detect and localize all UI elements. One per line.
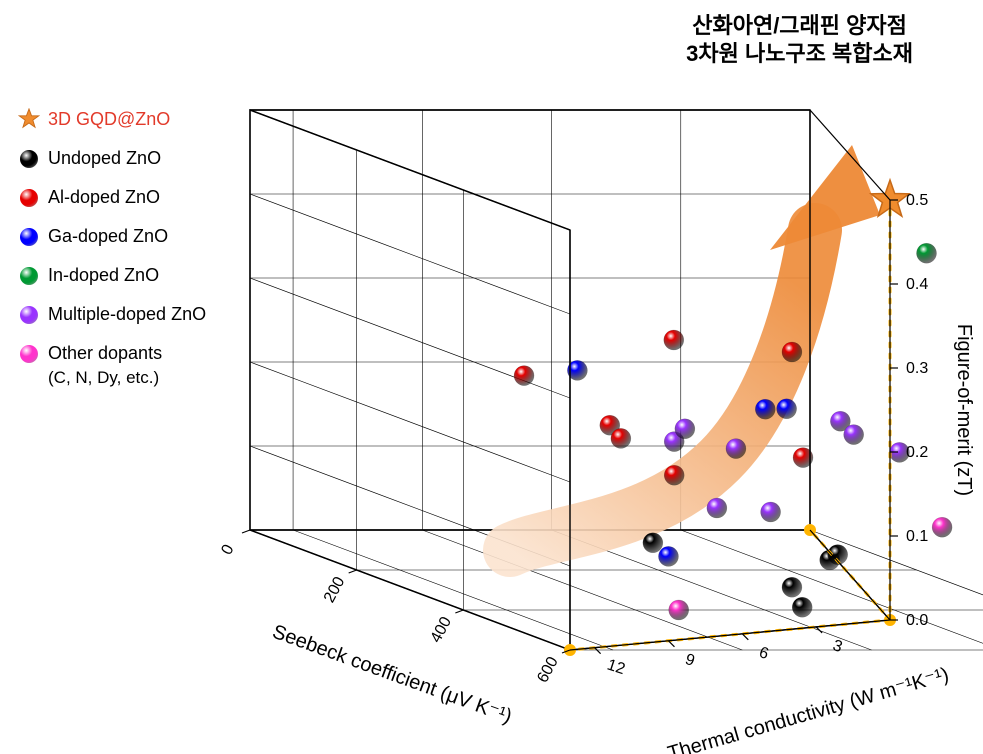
y-tick-label: 9 xyxy=(683,651,697,670)
sphere-icon xyxy=(18,267,40,285)
data-point xyxy=(669,600,689,620)
z-tick-label: 0.1 xyxy=(906,528,928,545)
legend-item-sublabel: (C, N, Dy, etc.) xyxy=(48,368,206,388)
data-point xyxy=(707,498,727,518)
legend-star-label: 3D GQD@ZnO xyxy=(48,109,170,130)
sphere-icon xyxy=(18,345,40,363)
y-tick-label: 6 xyxy=(757,644,771,663)
data-point xyxy=(643,533,663,553)
data-point xyxy=(761,502,781,522)
legend-item: Undoped ZnO xyxy=(18,148,206,169)
legend-item: Other dopants xyxy=(18,343,206,364)
data-point xyxy=(777,399,797,419)
data-point xyxy=(932,517,952,537)
data-point xyxy=(675,419,695,439)
z-tick-label: 0.2 xyxy=(906,444,928,461)
x-tick-label: 600 xyxy=(534,654,562,686)
legend-item: In-doped ZnO xyxy=(18,265,206,286)
y-tick-label: 3 xyxy=(831,637,845,656)
sphere-icon xyxy=(18,150,40,168)
data-point xyxy=(658,546,678,566)
z-tick-label: 0.4 xyxy=(906,276,928,293)
scatter-3d-plot: 0 200 400 600 3 6 9 12 0.0 0.1 0.2 0.3 0.4 0.5 Seebec… xyxy=(190,60,970,740)
legend-item-label: Undoped ZnO xyxy=(48,148,161,169)
data-point xyxy=(792,597,812,617)
y-tick-label: 12 xyxy=(605,657,627,679)
y-axis-label: Thermal conductivity (W m⁻¹K⁻¹) xyxy=(665,664,951,754)
data-point xyxy=(917,243,937,263)
data-point xyxy=(755,399,775,419)
korean-title: 산화아연/그래핀 양자점 3차원 나노구조 복합소재 xyxy=(686,12,913,67)
x-tick-label: 0 xyxy=(218,542,237,558)
z-axis-label: Figure-of-merit (zT) xyxy=(953,324,975,496)
legend-item: Multiple-doped ZnO xyxy=(18,304,206,325)
legend-item-label: In-doped ZnO xyxy=(48,265,159,286)
legend-star-row: 3D GQD@ZnO xyxy=(18,108,206,130)
data-point xyxy=(782,342,802,362)
z-tick-label: 0.0 xyxy=(906,612,928,629)
legend-item: Ga-doped ZnO xyxy=(18,226,206,247)
data-point xyxy=(844,425,864,445)
x-tick-label: 200 xyxy=(321,574,349,606)
sphere-icon xyxy=(18,189,40,207)
x-axis-label: Seebeck coefficient (μV K⁻¹) xyxy=(269,621,514,728)
data-point xyxy=(782,577,802,597)
legend-item-label: Ga-doped ZnO xyxy=(48,226,168,247)
legend-item-label: Multiple-doped ZnO xyxy=(48,304,206,325)
sphere-icon xyxy=(18,228,40,246)
legend-item-label: Other dopants xyxy=(48,343,162,364)
sphere-icon xyxy=(18,306,40,324)
x-tick-label: 400 xyxy=(428,614,456,646)
data-point xyxy=(726,439,746,459)
korean-title-line1: 산화아연/그래핀 양자점 xyxy=(686,12,913,40)
data-point xyxy=(664,465,684,485)
data-point xyxy=(611,428,631,448)
z-tick-label: 0.3 xyxy=(906,360,928,377)
legend-item: Al-doped ZnO xyxy=(18,187,206,208)
star-icon xyxy=(18,108,40,130)
legend-item-label: Al-doped ZnO xyxy=(48,187,160,208)
legend: 3D GQD@ZnO Undoped ZnO Al-doped ZnO Ga-dop… xyxy=(18,108,206,388)
data-point xyxy=(664,330,684,350)
z-tick-label: 0.5 xyxy=(906,192,928,209)
data-point xyxy=(514,366,534,386)
